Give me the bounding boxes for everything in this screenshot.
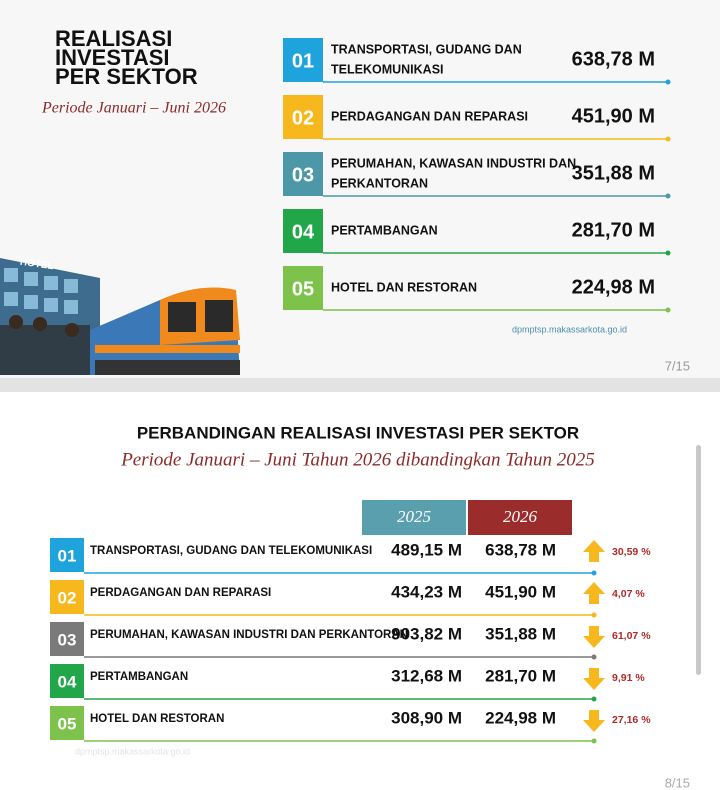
item-label: TRANSPORTASI, GUDANG DAN [331,42,522,56]
number-box [283,266,323,310]
row-label: HOTEL DAN RESTORAN [90,713,224,725]
number-box [283,152,323,196]
row-dot [591,612,597,618]
item-number: 04 [292,221,315,243]
row-dot [591,696,597,702]
item-value: 451,90 M [572,105,655,127]
row-label: PERTAMBANGAN [90,671,188,683]
value-2025: 434,23 M [391,582,462,601]
header-2026 [468,500,572,535]
row-dot [591,654,597,660]
value-2026: 451,90 M [485,582,556,601]
arrow-down [583,668,605,690]
row-dot [591,570,597,576]
item-label: HOTEL DAN RESTORAN [331,280,477,294]
slide-gap [0,378,720,392]
title: PERBANDINGAN REALISASI INVESTASI PER SEK… [137,423,579,442]
item-value: 224,98 M [572,276,655,298]
item-dot [665,79,671,85]
change-percent: 61,07 % [612,630,651,642]
change-percent: 4,07 % [612,588,645,600]
title-line: PER SEKTOR [55,64,198,89]
item-dot [665,136,671,142]
number-box [50,706,84,740]
item-number: 05 [292,278,314,300]
item-label: PERTAMBANGAN [331,223,438,237]
source: dpmptsp.makassarkota.go.id [75,746,190,756]
subtitle: Periode Januari – Juni Tahun 2026 diband… [120,449,595,470]
number-box [283,95,323,139]
item-label: PERKANTORAN [331,176,428,190]
item-dot [665,250,671,256]
item-value: 638,78 M [572,48,655,70]
item-number: 02 [292,107,314,129]
item-number: 03 [292,164,314,186]
value-2025: 312,68 M [391,666,462,685]
title-line: REALISASI [55,26,172,51]
number-box [50,538,84,572]
row-dot [591,738,597,744]
number-box [50,580,84,614]
value-2025: 308,90 M [391,708,462,727]
value-2026: 638,78 M [485,540,556,559]
slide-7 [0,0,720,378]
subtitle: Periode Januari – Juni 2026 [41,100,226,117]
item-value: 351,88 M [572,162,655,184]
value-2026: 351,88 M [485,624,556,643]
row-number: 03 [58,630,77,649]
number-box [283,38,323,82]
number-box [283,209,323,253]
item-number: 01 [292,50,314,72]
arrow-up [583,540,605,562]
page-number: 7/15 [665,358,690,373]
value-2026: 224,98 M [485,708,556,727]
column-header: 2026 [503,507,538,526]
row-number: 02 [58,588,77,607]
scrollbar [696,445,701,675]
number-box [50,622,84,656]
title-line: INVESTASI [55,45,170,70]
item-value: 281,70 M [572,219,655,241]
change-percent: 9,91 % [612,672,645,684]
item-label: TELEKOMUNIKASI [331,62,444,76]
arrow-down [583,626,605,648]
row-label: TRANSPORTASI, GUDANG DAN TELEKOMUNIKASI [90,545,372,557]
change-percent: 30,59 % [612,546,651,558]
number-box [50,664,84,698]
row-number: 01 [58,546,77,565]
arrow-down [583,710,605,732]
change-percent: 27,16 % [612,714,651,726]
item-label: PERUMAHAN, KAWASAN INDUSTRI DAN [331,156,576,170]
row-label: PERUMAHAN, KAWASAN INDUSTRI DAN PERKANTO… [90,629,408,641]
header-2025 [362,500,466,535]
column-header: 2025 [397,507,431,526]
hotel-sign: HOTEL [19,257,54,273]
page-number: 8/15 [665,775,690,790]
value-2025: 903,82 M [391,624,462,643]
row-number: 04 [58,672,77,691]
value-2026: 281,70 M [485,666,556,685]
item-label: PERDAGANGAN DAN REPARASI [331,109,528,123]
illustration [0,258,240,375]
value-2025: 489,15 M [391,540,462,559]
item-dot [665,193,671,199]
arrow-up [583,582,605,604]
row-label: PERDAGANGAN DAN REPARASI [90,587,271,599]
source: dpmptsp.makassarkota.go.id [512,324,627,334]
row-number: 05 [58,714,77,733]
item-dot [665,307,671,313]
